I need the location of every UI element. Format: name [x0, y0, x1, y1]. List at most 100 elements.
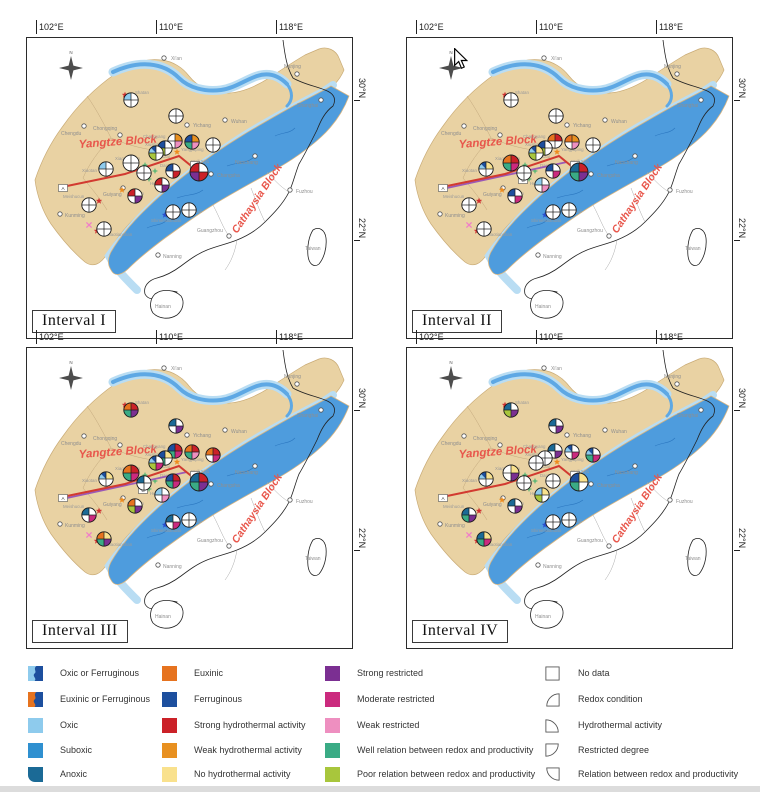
city-marker	[564, 432, 570, 438]
section-line-red	[446, 464, 576, 497]
pie-outline	[96, 221, 112, 237]
island-label: Hainan	[535, 304, 551, 310]
legend-label: Euxinic or Ferruginous	[60, 694, 151, 704]
pie-quadrant	[168, 418, 176, 426]
pie-quadrant	[199, 172, 208, 181]
pie-outline	[122, 154, 140, 172]
section-label: Xiaotan	[462, 478, 477, 483]
compass-star	[59, 56, 83, 80]
swatch-left-wavy	[28, 666, 37, 681]
star-marker	[475, 507, 483, 514]
pie-outline	[123, 402, 139, 418]
pie-quadrant	[175, 141, 183, 149]
pie-quadrant	[593, 455, 601, 463]
city-marker	[667, 187, 673, 193]
station-pie	[127, 498, 143, 514]
section-label: Shimenxiandao	[151, 528, 182, 533]
city-label: Nanchang	[615, 470, 638, 476]
pie-quadrant	[173, 481, 181, 489]
star-marker	[173, 458, 181, 465]
section-box-label: A	[61, 496, 65, 501]
pie-quadrant	[556, 426, 564, 434]
deep-water-band	[487, 395, 730, 585]
pie-outline	[123, 92, 139, 108]
pie-outline	[96, 531, 112, 547]
station-pie	[476, 221, 492, 237]
pie-quadrant	[184, 134, 192, 142]
stations	[461, 92, 601, 237]
island-label: Taiwan	[305, 556, 321, 562]
station-pie	[534, 487, 550, 503]
pie-quadrant	[199, 473, 208, 482]
river-channel	[111, 372, 289, 403]
legend-glyph-quadTL	[546, 693, 560, 707]
city-label: Wuhan	[231, 119, 247, 125]
city-marker	[497, 442, 503, 448]
city-label: Chengdu	[441, 441, 462, 447]
pie-quadrant	[165, 450, 173, 458]
longitude-tick: 118°E	[276, 330, 303, 344]
section-label: Meishucun	[63, 504, 85, 509]
city-marker	[226, 543, 232, 549]
station-pie	[165, 473, 181, 489]
star-marker	[541, 211, 549, 218]
pie-outline	[148, 145, 164, 161]
pie-outline	[184, 444, 200, 460]
block-label: Yangtze Block	[458, 134, 537, 151]
longitude-tick: 102°E	[416, 20, 444, 34]
pie-outline	[165, 204, 181, 220]
station-pie	[503, 402, 519, 418]
pie-quadrant	[150, 455, 156, 463]
station-pie	[168, 108, 184, 124]
latitude-tickmark	[354, 100, 360, 101]
pie-quadrant	[150, 145, 156, 153]
north-arrow: N	[59, 50, 83, 80]
star-marker	[498, 186, 506, 193]
city-label: Xi'an	[171, 366, 182, 372]
station-pie	[564, 134, 580, 150]
section-label: Xiushan	[525, 452, 541, 457]
pie-quadrant	[96, 539, 104, 547]
station-pie	[122, 154, 140, 172]
pie-outline	[181, 512, 197, 528]
section-label: Xiushan	[145, 142, 161, 147]
x-marker	[465, 221, 473, 229]
compass-star	[439, 56, 463, 80]
section-label: Maotianshan	[107, 232, 133, 237]
pie-quadrant	[530, 145, 536, 153]
pie-outline	[181, 202, 197, 218]
city-label: Changsha	[597, 483, 620, 489]
station-pie	[127, 188, 143, 204]
pie-quadrant	[515, 506, 523, 514]
station-pie	[98, 471, 114, 487]
legend-label: Weak restricted	[357, 720, 420, 730]
legend-swatch-EF	[28, 692, 43, 707]
city-marker	[208, 481, 214, 487]
section-box-label: A	[61, 186, 65, 191]
city-label: Chongqing	[93, 126, 117, 132]
pie-outline	[528, 455, 544, 471]
province-line	[604, 239, 618, 271]
legend: Oxic or Ferruginous Euxinic or Ferruginou…	[18, 652, 760, 786]
pie-quadrant	[96, 531, 104, 539]
province-line	[466, 405, 492, 449]
city-label: Chongqing	[93, 436, 117, 442]
pie-quadrant	[570, 473, 579, 482]
pie-quadrant	[503, 402, 511, 410]
north-arrow: N	[439, 360, 463, 390]
pie-quadrant	[157, 450, 165, 458]
legend-label: No data	[578, 668, 610, 678]
pie-quadrant	[162, 185, 170, 193]
city-label: Yichang	[573, 123, 591, 129]
north-arrow: N	[59, 360, 83, 390]
pie-outline	[516, 165, 532, 181]
section-label: Changyang	[523, 444, 546, 449]
island-label: Hainan	[535, 614, 551, 620]
legend-swatch-AN	[28, 767, 43, 782]
city-marker	[606, 233, 612, 239]
city-marker	[57, 521, 63, 527]
pie-outline	[189, 162, 209, 182]
pie-outline	[154, 177, 170, 193]
